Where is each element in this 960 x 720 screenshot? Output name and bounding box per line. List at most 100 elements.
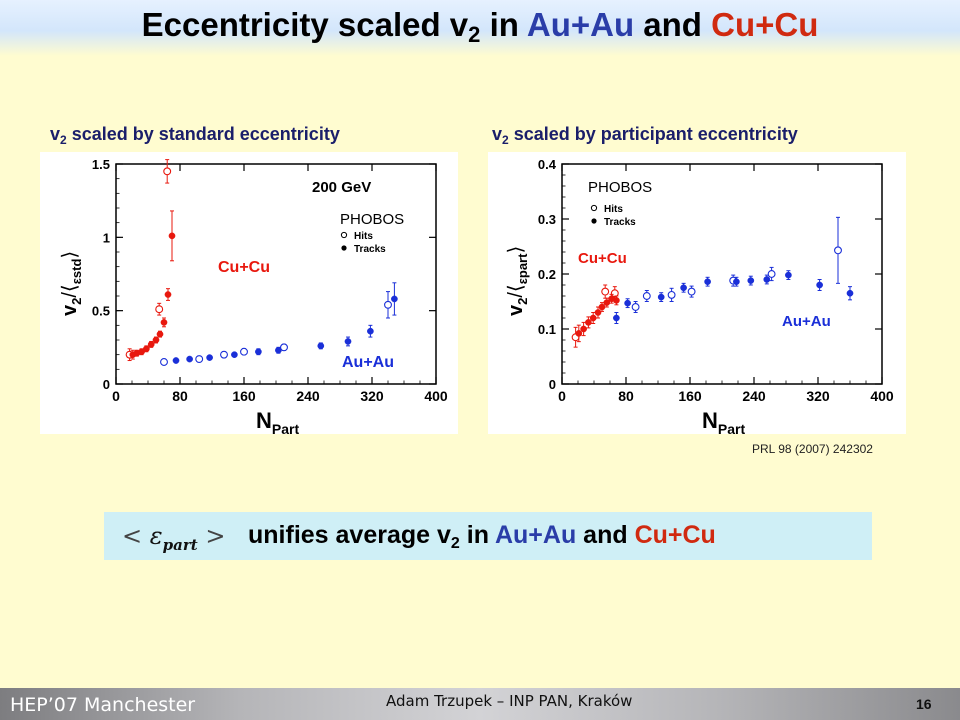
callout-prefix: unifies average v <box>248 521 451 549</box>
cucu-tracks-point <box>164 291 172 298</box>
cucu-tracks-point <box>594 309 602 316</box>
auau-tracks-point <box>763 276 771 283</box>
y-tick-label: 0.5 <box>92 304 110 319</box>
x-tick-label: 240 <box>296 388 320 404</box>
auau-tracks-point <box>680 284 687 292</box>
auau-tracks-point <box>275 346 282 354</box>
x-tick-label: 320 <box>806 388 830 404</box>
auau-hits-point <box>667 290 676 299</box>
auau-hits-point <box>160 358 168 366</box>
x-tick-label: 240 <box>742 388 766 404</box>
x-axis-label: NPart <box>702 408 745 434</box>
legend-hits-marker <box>590 204 598 212</box>
reference-citation: PRL 98 (2007) 242302 <box>752 442 873 456</box>
auau-tracks-point <box>816 281 823 289</box>
right-chart: 0 80 160 240 320 400 0 0.1 0.2 0.3 0.4 NPart v2/⟨εpa… <box>505 157 894 437</box>
auau-tracks-point <box>704 278 711 286</box>
cucu-tracks-point <box>152 336 160 344</box>
callout-auau: Au+Au <box>494 521 577 549</box>
y-tick-label: 1 <box>103 230 110 245</box>
plot-frame <box>561 163 883 385</box>
auau-hits-point <box>240 347 248 356</box>
auau-tracks-point <box>747 277 755 284</box>
auau-tracks-point <box>846 289 854 297</box>
left-chart-panel: 0 80 160 240 320 400 0 0.5 1 1.5 NPart v2/⟨εstd⟩ 200… <box>40 152 458 437</box>
auau-tracks-point <box>624 299 631 307</box>
cucu-tracks-point <box>613 297 620 304</box>
left-label-v: v <box>50 124 61 144</box>
title-in: in <box>480 6 527 43</box>
footer-author: Adam Trzupek – INP PAN, Kraków <box>386 692 633 710</box>
x-tick-label: 400 <box>424 388 448 404</box>
auau-tracks-point <box>733 278 740 286</box>
legend-tracks-marker <box>591 218 597 224</box>
cucu-tracks-point <box>156 330 164 338</box>
right-label-v: v <box>492 124 503 144</box>
title-text: Eccentricity scaled v <box>141 6 469 43</box>
cucu-tracks-point <box>168 232 176 240</box>
cucu-tracks-point <box>585 319 592 326</box>
cucu-hits-point <box>601 287 610 296</box>
x-tick-label: 0 <box>112 388 120 404</box>
y-tick-label: 0.3 <box>538 212 556 227</box>
left-chart: 0 80 160 240 320 400 0 0.5 1 1.5 NPart v2/⟨εstd⟩ 200… <box>59 157 448 437</box>
auau-hits-point <box>687 287 696 296</box>
right-chart-panel: 0 80 160 240 320 400 0 0.1 0.2 0.3 0.4 NPart v2/⟨εpa… <box>488 152 906 437</box>
auau-tracks-point <box>186 355 193 363</box>
cucu-hits-point <box>155 305 164 314</box>
auau-label: Au+Au <box>782 313 831 330</box>
x-tick-label: 400 <box>870 388 894 404</box>
auau-tracks-point <box>206 354 213 361</box>
auau-hits-point <box>220 350 228 359</box>
auau-tracks-point <box>367 327 374 335</box>
y-tick-label: 0 <box>549 377 556 392</box>
left-label-sub: 2 <box>60 133 67 147</box>
x-tick-label: 80 <box>618 388 634 404</box>
x-tick-label: 160 <box>678 388 702 404</box>
cucu-label: Cu+Cu <box>218 259 270 276</box>
legend-title: PHOBOS <box>588 179 652 196</box>
legend-hits-label: Hits <box>604 204 623 215</box>
formula-lt: < <box>122 522 143 550</box>
auau-hits-point <box>280 343 288 352</box>
auau-tracks-point <box>172 357 180 364</box>
left-label-text: scaled by standard eccentricity <box>66 124 340 144</box>
callout-in: in <box>459 521 495 549</box>
legend-tracks-label: Tracks <box>604 217 636 228</box>
title-subscript: 2 <box>468 22 481 47</box>
epsilon-part-formula: < εpart > <box>122 522 225 554</box>
auau-label: Au+Au <box>342 354 394 371</box>
title-auau: Au+Au <box>526 6 635 43</box>
cucu-tracks-point <box>603 299 611 306</box>
callout-cucu: Cu+Cu <box>634 521 716 549</box>
title-bar: Eccentricity scaled v2 in Au+Au and Cu+C… <box>0 0 960 56</box>
auau-hits-point <box>834 246 842 255</box>
auau-tracks-point <box>657 293 665 301</box>
page-number: 16 <box>916 696 932 712</box>
left-panel-label: v2 scaled by standard eccentricity <box>50 124 340 147</box>
cucu-hits-point <box>610 289 619 298</box>
callout-text: unifies average v2 in Au+Au and Cu+Cu <box>248 521 716 553</box>
auau-tracks-point <box>255 348 262 356</box>
x-tick-label: 320 <box>360 388 384 404</box>
cucu-label: Cu+Cu <box>578 250 627 267</box>
auau-hits-point <box>195 355 204 364</box>
slide-title: Eccentricity scaled v2 in Au+Au and Cu+C… <box>0 6 960 48</box>
right-panel-label: v2 scaled by participant eccentricity <box>492 124 798 147</box>
y-tick-label: 0 <box>103 377 110 392</box>
y-tick-label: 0.2 <box>538 267 556 282</box>
auau-hits-point <box>384 300 392 309</box>
auau-hits-point <box>767 270 776 278</box>
cucu-tracks-point <box>160 319 168 326</box>
footer-bar: HEP’07 Manchester Adam Trzupek – INP PAN… <box>0 688 960 720</box>
right-label-sub: 2 <box>502 133 509 147</box>
cucu-tracks-point <box>598 303 606 311</box>
y-axis-label: v2/⟨εpart⟩ <box>505 246 530 316</box>
right-label-text: scaled by participant eccentricity <box>508 124 798 144</box>
title-cucu: Cu+Cu <box>711 6 819 43</box>
auau-tracks-point <box>391 295 398 303</box>
legend-hits-label: Hits <box>354 231 373 242</box>
x-axis-label: NPart <box>256 408 299 434</box>
formula-gt: > <box>205 522 226 550</box>
auau-hits-point <box>631 303 640 311</box>
